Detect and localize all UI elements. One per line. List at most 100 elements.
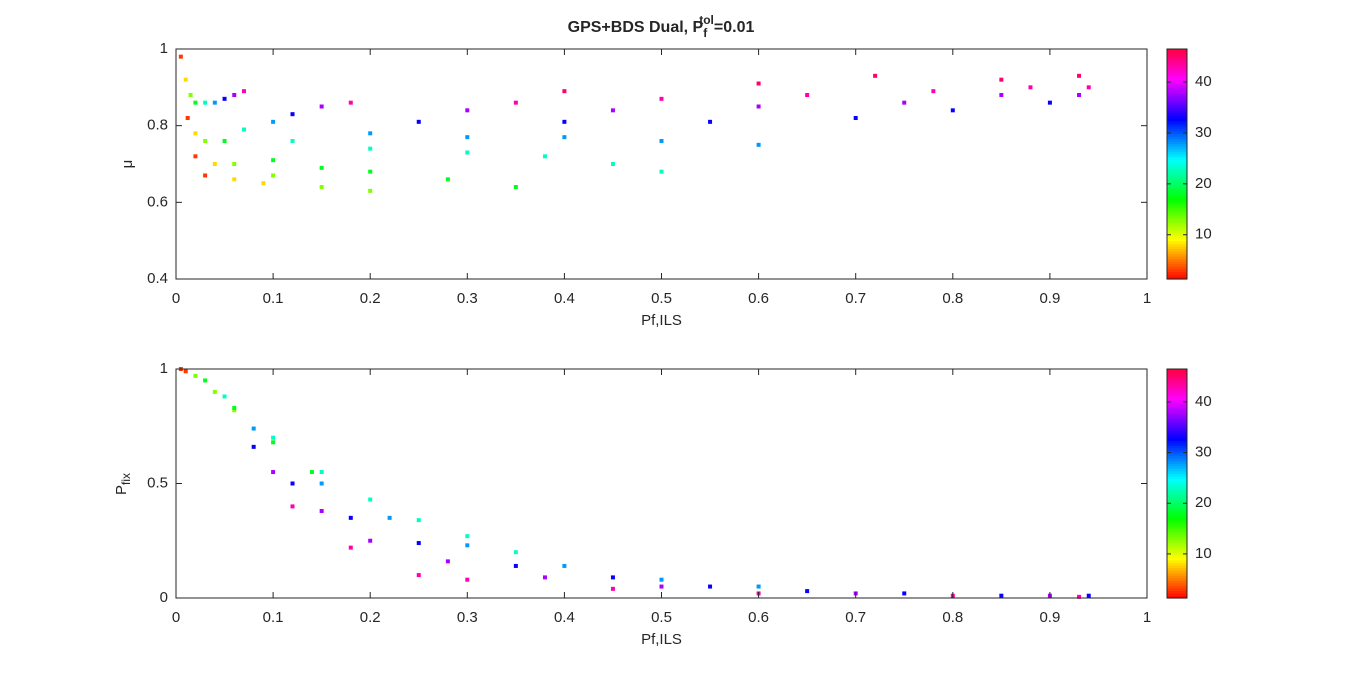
scatter-point: [562, 563, 567, 568]
colorbar-segment: [1167, 557, 1187, 561]
colorbar-segment: [1167, 554, 1187, 558]
colorbar-segment: [1167, 130, 1187, 134]
colorbar-segment: [1167, 61, 1187, 65]
colorbar-segment: [1167, 519, 1187, 523]
colorbar-segment: [1167, 273, 1187, 278]
colorbar-segment: [1167, 207, 1187, 211]
scatter-point: [999, 93, 1004, 97]
scatter-point: [251, 426, 256, 431]
scatter-point: [659, 169, 664, 174]
scatter-point: [212, 100, 217, 105]
title-superscript: tol: [699, 13, 714, 27]
colorbar-segment: [1167, 250, 1187, 255]
colorbar-segment: [1167, 503, 1187, 507]
colorbar-segment: [1167, 384, 1187, 388]
scatter-point: [319, 470, 324, 475]
scatter-point: [805, 589, 810, 594]
scatter-point: [465, 108, 470, 113]
scatter-point: [610, 108, 615, 113]
colorbar-segment: [1167, 189, 1187, 193]
colorbar-segment: [1167, 399, 1187, 403]
colorbar-segment: [1167, 575, 1187, 579]
scatter-point: [261, 181, 266, 186]
colorbar-segment: [1167, 544, 1187, 548]
y-tick-label: 0.4: [147, 270, 168, 287]
scatter-point: [271, 435, 276, 440]
scatter-point: [309, 470, 314, 475]
colorbar-segment: [1167, 402, 1187, 406]
scatter-point: [368, 146, 373, 151]
scatter-point: [708, 584, 713, 589]
colorbar-segment: [1167, 432, 1187, 436]
colorbar-segment: [1167, 491, 1187, 495]
scatter-point: [319, 185, 324, 189]
scatter-point: [416, 573, 421, 578]
scatter-point: [368, 188, 373, 193]
colorbar-segment: [1167, 97, 1187, 101]
colorbar-segment: [1167, 256, 1187, 260]
scatter-point: [708, 119, 713, 124]
colorbar-segment: [1167, 235, 1187, 239]
scatter-point: [1077, 594, 1082, 599]
colorbar-tick-label: 20: [1195, 175, 1212, 192]
scatter-point: [193, 131, 198, 136]
scatter-point: [659, 96, 664, 101]
colorbar-segment: [1167, 161, 1187, 165]
colorbar-segment: [1167, 166, 1187, 170]
colorbar-segment: [1167, 110, 1187, 114]
scatter-point: [756, 104, 761, 109]
scatter-point: [610, 162, 615, 166]
scatter-point: [387, 515, 392, 520]
colorbar-segment: [1167, 427, 1187, 431]
colorbar-segment: [1167, 379, 1187, 383]
y-tick-label: 0.6: [147, 193, 168, 210]
scatter-point: [348, 100, 353, 105]
colorbar-segment: [1167, 141, 1187, 145]
colorbar-segment: [1167, 261, 1187, 265]
colorbar-segment: [1167, 483, 1187, 487]
colorbar-segment: [1167, 49, 1187, 53]
scatter-point: [1077, 93, 1082, 97]
colorbar-segment: [1167, 187, 1187, 191]
colorbar-tick-label: 20: [1195, 494, 1212, 511]
scatter-point: [241, 89, 246, 94]
colorbar-segment: [1167, 212, 1187, 216]
x-tick-label: 0.5: [651, 609, 672, 626]
scatter-point: [203, 100, 208, 105]
scatter-point: [212, 389, 217, 394]
scatter-point: [348, 515, 353, 520]
colorbar-segment: [1167, 592, 1187, 597]
colorbar-segment: [1167, 417, 1187, 421]
x-tick-label: 0.8: [942, 609, 963, 626]
colorbar-segment: [1167, 64, 1187, 68]
scatter-point: [610, 575, 615, 580]
colorbar-segment: [1167, 371, 1187, 375]
scatter-point: [873, 73, 878, 78]
colorbar-segment: [1167, 529, 1187, 533]
scatter-point: [185, 116, 190, 120]
colorbar-box: [1166, 368, 1188, 599]
scatter-point: [465, 577, 470, 582]
colorbar-segment: [1167, 51, 1187, 55]
colorbar-segment: [1167, 455, 1187, 459]
colorbar-segment: [1167, 72, 1187, 76]
colorbar-segment: [1167, 222, 1187, 226]
colorbar-segment: [1167, 225, 1187, 229]
scatter-point: [271, 173, 276, 178]
colorbar-segment: [1167, 478, 1187, 482]
scatter-point: [188, 93, 193, 97]
scatter-point: [319, 104, 324, 109]
colorbar-segment: [1167, 572, 1187, 576]
x-tick-label: 0.6: [748, 609, 769, 626]
colorbar-segment: [1167, 587, 1187, 591]
scatter-point: [659, 577, 664, 582]
colorbar-segment: [1167, 559, 1187, 563]
colorbar-segment: [1167, 531, 1187, 535]
scatter-point: [902, 591, 907, 596]
x-axis-label: Pf,ILS: [641, 312, 682, 329]
y-tick-label: 0.5: [147, 474, 168, 491]
scatter-point: [232, 93, 237, 97]
colorbar-segment: [1167, 552, 1187, 556]
colorbar-segment: [1167, 135, 1187, 140]
scatter-point: [271, 470, 276, 475]
